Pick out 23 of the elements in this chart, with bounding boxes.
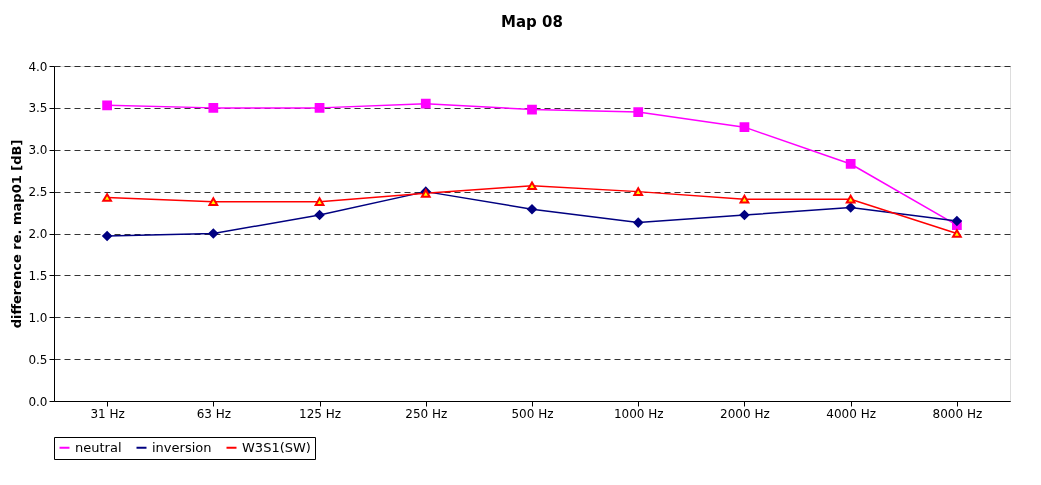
y-tick-label: 2.5: [28, 185, 48, 200]
y-tick-label: 0.5: [28, 352, 48, 367]
legend-label: inversion: [152, 439, 212, 455]
x-tick-label: 1000 Hz: [613, 406, 664, 421]
x-tick-label: 125 Hz: [299, 406, 342, 421]
chart-title: Map 08: [501, 13, 563, 31]
y-axis-title: difference re. map01 [dB]: [9, 139, 25, 329]
x-tick-label: 4000 Hz: [826, 406, 877, 421]
y-tick-label: 0.0: [28, 394, 48, 409]
x-tick-label: 31 Hz: [90, 406, 125, 421]
x-tick-label: 63 Hz: [196, 406, 232, 421]
y-tick-label: 1.0: [28, 310, 48, 325]
y-tick-label: 1.5: [28, 268, 48, 283]
x-tick-label: 2000 Hz: [720, 406, 770, 421]
y-tick-label: 4.0: [28, 59, 48, 74]
legend-label: neutral: [75, 439, 122, 455]
y-tick-label: 2.0: [28, 227, 48, 241]
legend-label: W3S1(SW): [242, 439, 311, 455]
y-tick-label: 3.0: [28, 143, 48, 158]
x-tick-label: 250 Hz: [405, 406, 448, 421]
y-tick-label: 3.5: [28, 101, 48, 116]
x-tick-label: 500 Hz: [511, 406, 554, 421]
x-tick-label: 8000 Hz: [932, 406, 983, 421]
